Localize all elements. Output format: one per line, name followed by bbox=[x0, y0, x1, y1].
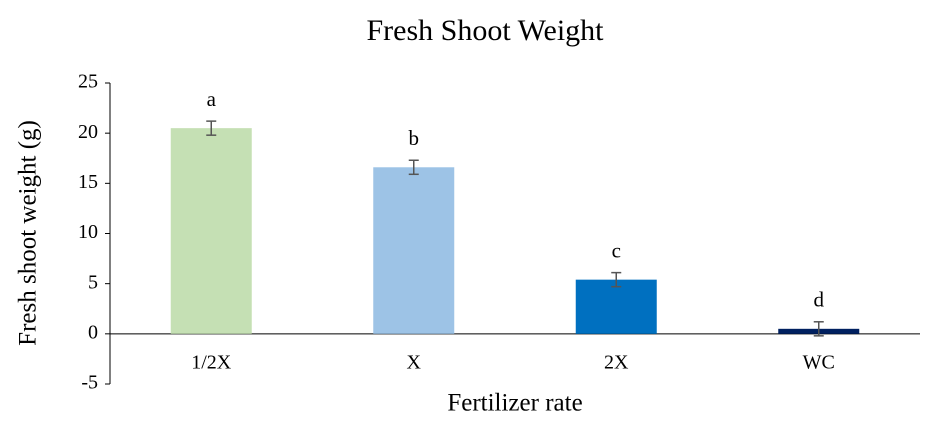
y-tick-label: 25 bbox=[78, 71, 98, 93]
annotation: d bbox=[814, 288, 825, 312]
y-tick-label: -5 bbox=[81, 372, 98, 394]
bar bbox=[373, 167, 455, 334]
bar bbox=[575, 279, 657, 334]
y-tick-label: 10 bbox=[78, 221, 98, 243]
y-tick-label: 20 bbox=[78, 121, 98, 143]
y-tick-label: 5 bbox=[88, 271, 98, 293]
annotation: c bbox=[612, 238, 621, 262]
x-tick-label: X bbox=[407, 351, 422, 373]
chart-title: Fresh Shoot Weight bbox=[366, 14, 604, 47]
y-tick-label: 0 bbox=[88, 321, 98, 343]
annotation: a bbox=[207, 87, 217, 111]
x-tick-label: 1/2X bbox=[191, 351, 232, 373]
y-tick-label: 15 bbox=[78, 171, 98, 193]
y-axis-label: Fresh shoot weight (g) bbox=[15, 120, 42, 346]
bar bbox=[170, 128, 252, 334]
x-tick-label: WC bbox=[803, 351, 835, 373]
x-axis-label: Fertilizer rate bbox=[447, 390, 582, 417]
x-tick-label: 2X bbox=[604, 351, 629, 373]
annotation: b bbox=[409, 126, 420, 150]
